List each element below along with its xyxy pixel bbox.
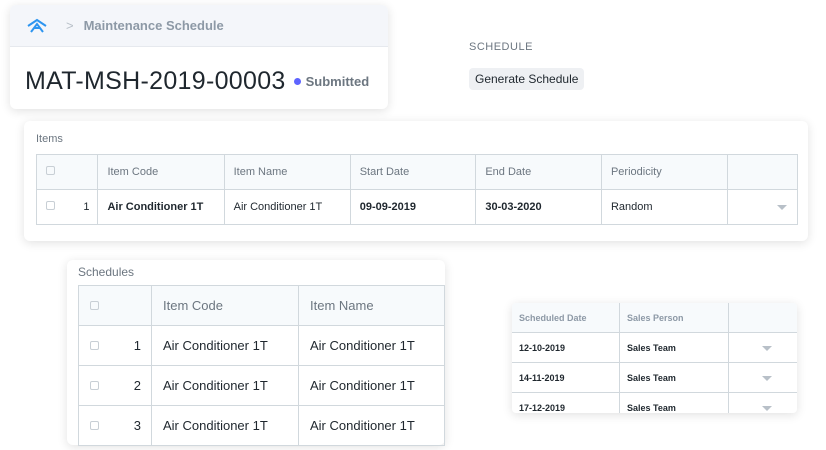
status-dot-icon <box>293 78 301 85</box>
select-all-checkbox[interactable] <box>90 301 99 310</box>
items-table-card: Items Item Code Item Name Start Date End… <box>24 121 808 241</box>
status-badge: Submitted <box>293 74 370 89</box>
start-date-cell[interactable]: 09-09-2019 <box>349 189 477 225</box>
row-checkbox[interactable] <box>90 381 99 390</box>
item-name-cell[interactable]: Air Conditioner 1T <box>298 405 445 446</box>
select-all-checkbox[interactable] <box>46 166 55 175</box>
row-dropdown-icon[interactable] <box>777 205 787 210</box>
column-header: End Date <box>475 154 602 190</box>
scheduled-date-cell[interactable]: 17-12-2019 <box>512 392 620 413</box>
document-header: > Maintenance Schedule MAT-MSH-2019-0000… <box>10 5 388 109</box>
breadcrumb: > Maintenance Schedule <box>10 5 388 47</box>
sales-person-cell[interactable]: Sales Team <box>619 332 729 363</box>
app-logo-icon[interactable] <box>26 18 48 34</box>
column-header: Scheduled Date <box>512 303 620 333</box>
table-row[interactable]: 2 Air Conditioner 1T Air Conditioner 1T <box>78 365 445 406</box>
row-index: 2 <box>133 378 141 393</box>
schedule-details-table: Scheduled Date Sales Person 12-10-2019 Sal… <box>512 303 797 413</box>
status-text: Submitted <box>305 74 370 89</box>
column-header: Start Date <box>349 154 477 190</box>
chevron-right-icon: > <box>66 18 74 33</box>
sales-person-cell[interactable]: Sales Team <box>619 392 729 413</box>
scheduled-date-cell[interactable]: 12-10-2019 <box>512 332 620 363</box>
row-dropdown-icon[interactable] <box>761 375 772 381</box>
column-header: Item Code <box>97 154 225 190</box>
schedules-label: Schedules <box>78 265 135 279</box>
item-code-cell[interactable]: Air Conditioner 1T <box>151 365 299 406</box>
row-checkbox[interactable] <box>46 201 55 210</box>
column-header: Sales Person <box>619 303 729 333</box>
table-row[interactable]: 1 Air Conditioner 1T Air Conditioner 1T … <box>35 189 798 225</box>
column-header: Item Code <box>151 285 299 326</box>
row-index: 1 <box>83 201 90 213</box>
column-header: Periodicity <box>600 154 729 190</box>
page-title: MAT-MSH-2019-00003 <box>25 67 286 95</box>
table-row[interactable]: 17-12-2019 Sales Team <box>512 392 797 413</box>
items-label: Items <box>36 133 63 145</box>
item-code-cell[interactable]: Air Conditioner 1T <box>151 405 299 446</box>
schedules-table: Item Code Item Name 1 Air Conditioner 1T A… <box>78 285 445 446</box>
sales-person-cell[interactable]: Sales Team <box>619 362 729 393</box>
scheduled-date-cell[interactable]: 14-11-2019 <box>512 362 620 393</box>
row-index: 3 <box>133 418 141 433</box>
generate-schedule-button[interactable]: Generate Schedule <box>469 68 585 90</box>
item-name-cell[interactable]: Air Conditioner 1T <box>223 189 351 225</box>
item-code-cell[interactable]: Air Conditioner 1T <box>97 189 225 225</box>
breadcrumb-module[interactable]: Maintenance Schedule <box>83 18 224 33</box>
table-row[interactable]: 1 Air Conditioner 1T Air Conditioner 1T <box>78 325 445 366</box>
table-row[interactable]: 12-10-2019 Sales Team <box>512 332 797 363</box>
table-row[interactable]: 14-11-2019 Sales Team <box>512 362 797 393</box>
row-dropdown-icon[interactable] <box>761 345 772 351</box>
items-table: Item Code Item Name Start Date End Date … <box>35 154 798 225</box>
item-name-cell[interactable]: Air Conditioner 1T <box>298 365 445 406</box>
row-dropdown-icon[interactable] <box>761 405 772 411</box>
row-index: 1 <box>133 338 141 353</box>
schedule-details-card: Scheduled Date Sales Person 12-10-2019 Sal… <box>512 303 797 413</box>
table-row[interactable]: 3 Air Conditioner 1T Air Conditioner 1T <box>78 405 445 446</box>
periodicity-cell[interactable]: Random <box>600 189 729 225</box>
column-header: Item Name <box>223 154 351 190</box>
schedule-section-label: SCHEDULE <box>469 41 533 53</box>
column-header: Item Name <box>298 285 445 326</box>
end-date-cell[interactable]: 30-03-2020 <box>475 189 602 225</box>
row-checkbox[interactable] <box>90 341 99 350</box>
row-checkbox[interactable] <box>90 421 99 430</box>
schedules-table-card: Schedules Item Code Item Name 1 Air Condi… <box>67 260 445 446</box>
item-name-cell[interactable]: Air Conditioner 1T <box>298 325 445 366</box>
item-code-cell[interactable]: Air Conditioner 1T <box>151 325 299 366</box>
